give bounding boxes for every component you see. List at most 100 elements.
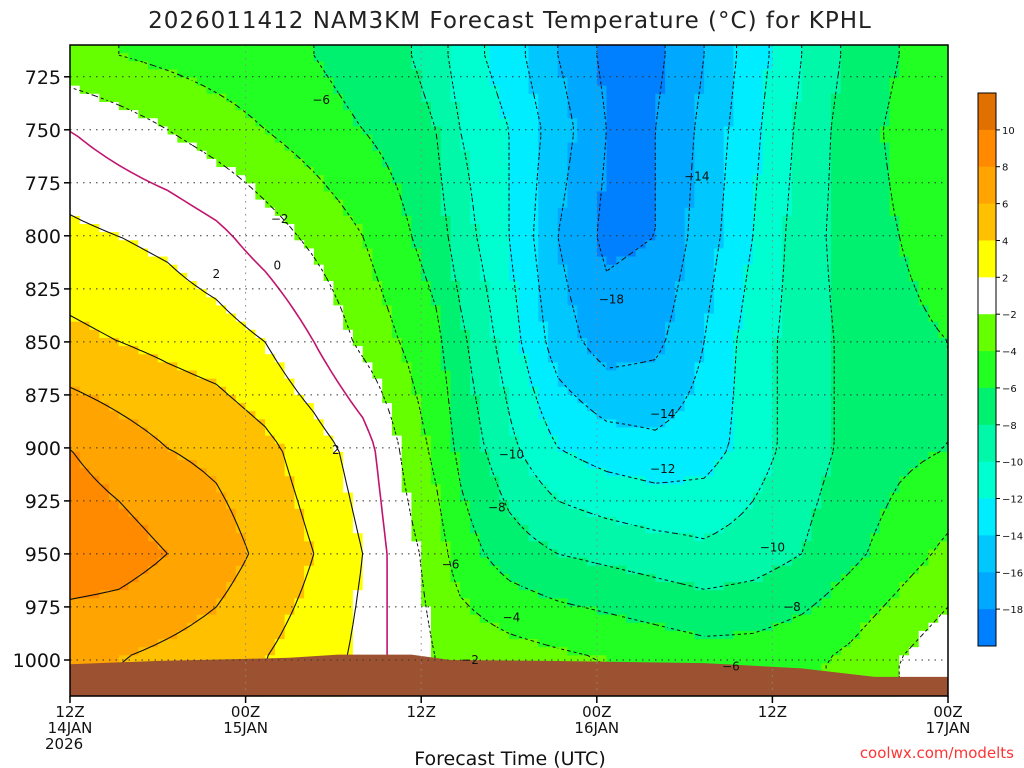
heat-cell — [899, 134, 910, 144]
heat-cell — [177, 394, 188, 404]
heat-cell — [323, 354, 334, 363]
heat-cell — [801, 484, 813, 494]
heat-cell — [567, 280, 578, 290]
heat-cell — [733, 240, 744, 250]
heat-cell — [938, 435, 949, 445]
heat-cell — [928, 403, 939, 412]
heat-cell — [606, 484, 617, 494]
heat-cell — [294, 411, 305, 420]
heat-cell — [596, 61, 608, 71]
heat-cell — [177, 435, 188, 445]
heat-cell — [840, 53, 852, 62]
heat-cell — [489, 183, 500, 193]
heat-cell — [99, 370, 110, 380]
heat-cell — [626, 443, 637, 453]
heat-cell — [382, 394, 393, 404]
heat-cell — [704, 175, 715, 184]
heat-cell — [118, 256, 130, 266]
heat-cell — [109, 362, 120, 372]
heat-cell — [645, 150, 656, 160]
heat-cell — [206, 85, 217, 95]
heat-cell — [333, 305, 344, 315]
heat-cell — [821, 378, 832, 388]
heat-cell — [645, 362, 656, 372]
heat-cell — [89, 101, 100, 111]
heat-cell — [421, 313, 432, 323]
heat-cell — [206, 289, 217, 298]
heat-cell — [684, 354, 695, 363]
heat-cell — [274, 419, 286, 429]
heat-cell — [596, 337, 608, 347]
heat-cell — [430, 435, 442, 445]
heat-cell — [323, 183, 334, 193]
heat-cell — [743, 199, 754, 209]
heat-cell — [626, 158, 637, 168]
heat-cell — [343, 386, 354, 396]
heat-cell — [811, 199, 822, 209]
heat-cell — [723, 232, 734, 241]
heat-cell — [538, 329, 549, 339]
heat-cell — [313, 305, 325, 315]
heat-cell — [294, 394, 305, 404]
heat-cell — [752, 280, 764, 290]
heat-cell — [226, 460, 237, 469]
heat-cell — [918, 272, 930, 282]
heat-cell — [128, 167, 139, 176]
heat-cell — [235, 272, 247, 282]
heat-cell — [821, 191, 832, 201]
heat-cell — [294, 460, 305, 469]
heat-cell — [479, 468, 491, 477]
heat-cell — [372, 126, 383, 136]
heat-cell — [372, 118, 383, 127]
heat-cell — [70, 394, 81, 404]
heat-cell — [99, 492, 110, 502]
heat-cell — [187, 207, 198, 217]
heat-cell — [352, 207, 364, 217]
heat-cell — [460, 101, 471, 111]
heat-cell — [518, 175, 530, 184]
heat-cell — [752, 297, 764, 306]
heat-cell — [177, 289, 188, 298]
heat-cell — [411, 93, 422, 103]
heat-cell — [626, 272, 637, 282]
heat-cell — [752, 224, 764, 233]
heat-cell — [694, 289, 705, 298]
heat-cell — [528, 53, 539, 62]
heat-cell — [509, 101, 520, 111]
heat-cell — [518, 362, 530, 372]
heat-cell — [577, 378, 588, 388]
heat-cell — [674, 297, 686, 306]
heat-cell — [148, 110, 159, 119]
heat-cell — [548, 378, 559, 388]
heat-cell — [118, 289, 130, 298]
heat-cell — [226, 85, 237, 95]
heat-cell — [167, 370, 178, 380]
heat-cell — [430, 175, 442, 184]
heat-cell — [509, 134, 520, 144]
heat-cell — [860, 175, 871, 184]
heat-cell — [782, 427, 793, 437]
heat-cell — [596, 191, 608, 201]
heat-cell — [362, 167, 374, 176]
heat-cell — [118, 272, 130, 282]
heat-cell — [908, 411, 920, 420]
heat-cell — [509, 362, 520, 372]
heat-cell — [469, 378, 481, 388]
heat-cell — [469, 460, 481, 469]
heat-cell — [167, 142, 178, 152]
heat-cell — [879, 53, 891, 62]
heat-cell — [782, 313, 793, 323]
heat-cell — [216, 134, 227, 144]
heat-cell — [323, 215, 334, 225]
heat-cell — [479, 451, 491, 461]
heat-cell — [304, 175, 315, 184]
heat-cell — [382, 468, 393, 477]
heat-cell — [928, 427, 939, 437]
heat-cell — [752, 370, 764, 380]
heat-cell — [567, 150, 578, 160]
heat-cell — [518, 272, 530, 282]
heat-cell — [187, 297, 198, 306]
heat-cell — [694, 183, 705, 193]
heat-cell — [548, 93, 559, 103]
heat-cell — [70, 45, 81, 54]
